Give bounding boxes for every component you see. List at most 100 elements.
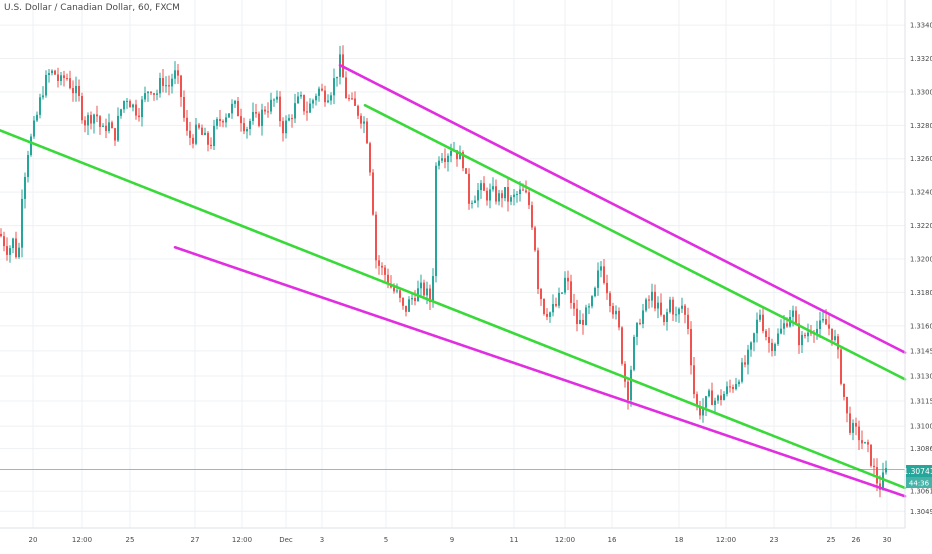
candle-body (564, 277, 566, 293)
candle-body (285, 120, 287, 134)
candle-body (27, 155, 29, 177)
trendline-green[interactable] (363, 103, 907, 381)
candle-body (204, 132, 206, 135)
candle-body (459, 152, 461, 160)
candle-body (162, 77, 164, 86)
candle-body (273, 99, 275, 101)
candle-body (69, 78, 71, 89)
trendlines[interactable] (0, 63, 907, 498)
candle-body (165, 85, 167, 87)
candle-body (240, 116, 242, 124)
candle-body (684, 305, 686, 315)
candle-body (93, 114, 95, 124)
candle-body (138, 115, 140, 118)
candle-body (423, 282, 425, 296)
candle-body (405, 305, 407, 312)
candle-body (504, 187, 506, 199)
candle-body (411, 298, 413, 300)
candle-body (582, 319, 584, 325)
candle-body (219, 118, 221, 121)
candle-body (66, 78, 68, 80)
candles (0, 45, 887, 498)
candle-body (597, 270, 599, 288)
candle-body (90, 115, 92, 124)
candle-body (129, 100, 131, 108)
candle-body (732, 386, 734, 390)
candle-body (117, 115, 119, 141)
candle-body (675, 314, 677, 316)
candle-body (831, 328, 833, 341)
candle-body (369, 143, 371, 173)
candle-body (36, 114, 38, 121)
time-axis-tick-label: 12:00 (232, 536, 252, 544)
price-axis[interactable]: 1.30490 1.30610 1.30865 1.31000 1.31150 1.313… (910, 22, 932, 516)
trendline-green[interactable] (0, 129, 907, 490)
candle-body (15, 238, 17, 258)
time-axis-tick-label: 12:00 (72, 536, 92, 544)
candle-body (420, 282, 422, 289)
candle-body (489, 189, 491, 201)
candle-body (543, 298, 545, 314)
candle-body (102, 125, 104, 127)
candle-body (432, 276, 434, 303)
candle-body (243, 123, 245, 132)
candle-body (849, 413, 851, 433)
trendline-magenta[interactable] (173, 245, 907, 498)
price-axis-tick-label: 1.32200 (910, 222, 932, 230)
candle-body (576, 308, 578, 325)
candle-body (549, 312, 551, 317)
candle-body (159, 77, 161, 94)
candle-body (723, 393, 725, 400)
candle-body (381, 265, 383, 268)
candle-body (882, 472, 884, 490)
candle-body (669, 299, 671, 313)
candle-body (366, 121, 368, 144)
time-axis-tick-label: 18 (675, 536, 684, 544)
candle-body (126, 100, 128, 102)
candle-body (39, 97, 41, 115)
time-axis[interactable]: 20 12:00 25 27 12:00 Dec 3 5 9 11 12:00 16 18 12:00 23… (29, 536, 892, 544)
time-axis-tick-label: 12:00 (555, 536, 575, 544)
candle-body (630, 369, 632, 401)
candle-body (114, 128, 116, 141)
candle-body (861, 440, 863, 444)
candle-body (744, 362, 746, 365)
candle-body (192, 137, 194, 144)
candle-body (252, 111, 254, 121)
candle-body (450, 150, 452, 156)
candle-body (294, 103, 296, 119)
candle-body (858, 426, 860, 441)
candle-body (330, 95, 332, 101)
candle-body (621, 327, 623, 364)
candle-body (108, 122, 110, 132)
candle-body (618, 310, 620, 328)
candle-body (360, 115, 362, 124)
candle-body (756, 319, 758, 334)
candle-body (486, 190, 488, 201)
candle-body (354, 98, 356, 106)
time-axis-tick-label: 20 (29, 536, 38, 544)
trendline-magenta[interactable] (338, 63, 907, 354)
candle-body (258, 113, 260, 126)
candle-body (825, 318, 827, 325)
candle-body (312, 100, 314, 104)
candle-body (846, 396, 848, 414)
time-axis-tick-label: 9 (450, 536, 454, 544)
candle-body (495, 186, 497, 202)
candle-body (60, 75, 62, 81)
countdown-badge-bg (906, 477, 932, 488)
candle-body (717, 395, 719, 401)
candle-body (534, 227, 536, 251)
candle-body (3, 236, 5, 247)
price-axis-tick-label: 1.33400 (910, 22, 932, 30)
candle-body (828, 324, 830, 329)
candle-body (42, 95, 44, 98)
time-axis-tick-label: Dec (279, 536, 293, 544)
candle-body (78, 85, 80, 96)
candle-body (213, 125, 215, 147)
candle-body (819, 320, 821, 329)
candle-body (153, 93, 155, 95)
candle-body (498, 193, 500, 202)
